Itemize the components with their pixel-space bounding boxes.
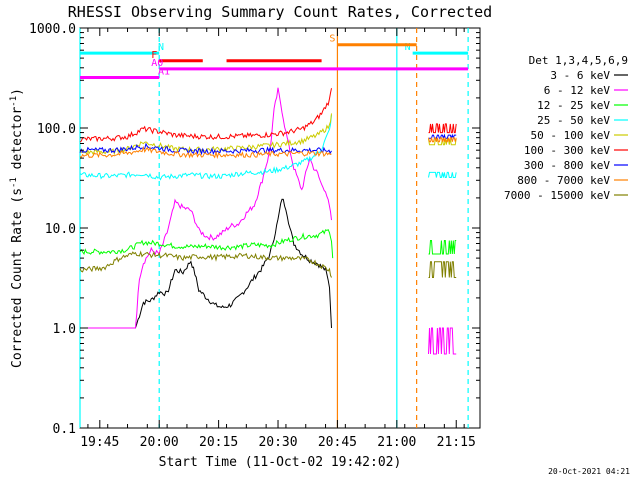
vertical-markers xyxy=(79,28,469,428)
series-line-7 xyxy=(79,145,332,160)
y-axis-label-end: ) xyxy=(10,88,25,96)
plot-frame xyxy=(79,27,481,429)
y-tick-label-4: 1000.0 xyxy=(29,22,76,37)
x-tick-label-4: 20:45 xyxy=(318,435,357,450)
right-segment-2 xyxy=(428,240,457,255)
series-line-6 xyxy=(79,142,332,156)
x-tick-label-1: 20:00 xyxy=(140,435,179,450)
y-axis-label-exp2: -1 xyxy=(9,96,19,107)
legend-label-3: 25 - 50 keV xyxy=(537,114,610,127)
y-tick-label-3: 100.0 xyxy=(37,122,76,137)
y-tick-label-0: 0.1 xyxy=(53,422,76,437)
x-axis-ticks: 19:45 20:00 20:15 20:30 20:45 21:00 21:15 xyxy=(80,28,476,450)
y-axis-label-exp1: -1 xyxy=(9,177,19,188)
series-layer xyxy=(79,87,457,355)
x-tick-label-3: 20:30 xyxy=(258,435,297,450)
right-segment-8 xyxy=(428,261,457,278)
chart-title: RHESSI Observing Summary Count Rates, Co… xyxy=(68,3,492,21)
flag-label-2: S xyxy=(329,34,335,45)
legend-label-6: 300 - 800 keV xyxy=(524,159,610,172)
x-tick-label-6: 21:15 xyxy=(437,435,476,450)
right-segment-7 xyxy=(428,137,457,143)
x-tick-label-2: 20:15 xyxy=(199,435,238,450)
x-tick-label-5: 21:00 xyxy=(377,435,416,450)
series-line-1 xyxy=(80,87,332,329)
legend-label-1: 6 - 12 keV xyxy=(544,84,611,97)
series-line-5 xyxy=(79,88,332,143)
y-axis-label: Corrected Count Rate (s-1 detector-1) xyxy=(9,88,25,368)
generation-timestamp: 20-Oct-2021 04:21 xyxy=(548,467,630,476)
y-tick-label-1: 1.0 xyxy=(53,322,76,337)
series-line-0 xyxy=(80,198,332,329)
legend-label-4: 50 - 100 keV xyxy=(531,129,611,142)
x-tick-label-0: 19:45 xyxy=(80,435,119,450)
flag-label-6: A1 xyxy=(158,66,170,77)
right-segment-4 xyxy=(428,138,457,146)
legend-title: Det 1,3,4,5,6,9 xyxy=(529,54,628,67)
legend-label-7: 800 - 7000 keV xyxy=(517,174,610,187)
series-line-3 xyxy=(79,114,332,181)
y-axis-label-mid: detector xyxy=(10,107,25,178)
legend-label-5: 100 - 300 keV xyxy=(524,144,610,157)
right-segment-3 xyxy=(428,171,457,178)
series-line-8 xyxy=(79,250,332,278)
legend-label-8: 7000 - 15000 keV xyxy=(504,189,610,202)
flag-label-0: N xyxy=(158,42,164,53)
series-line-2 xyxy=(79,228,334,259)
right-segment-5 xyxy=(428,123,457,134)
legend: Det 1,3,4,5,6,9 3 - 6 keV 6 - 12 keV 12 - … xyxy=(504,54,628,202)
y-axis-label-main: Corrected Count Rate (s xyxy=(10,188,25,368)
right-segment-1 xyxy=(428,327,457,355)
x-axis-label: Start Time (11-Oct-02 19:42:02) xyxy=(159,455,402,470)
flag-label-1: N xyxy=(405,42,411,53)
flag-label-3: F xyxy=(151,50,157,61)
y-axis-ticks: 0.1 1.0 10.0 100.0 1000.0 xyxy=(29,22,480,437)
legend-label-0: 3 - 6 keV xyxy=(550,69,610,82)
right-segment-6 xyxy=(428,133,457,140)
y-tick-label-2: 10.0 xyxy=(45,222,76,237)
legend-label-2: 12 - 25 keV xyxy=(537,99,610,112)
flag-label-5: A0 xyxy=(151,58,163,69)
